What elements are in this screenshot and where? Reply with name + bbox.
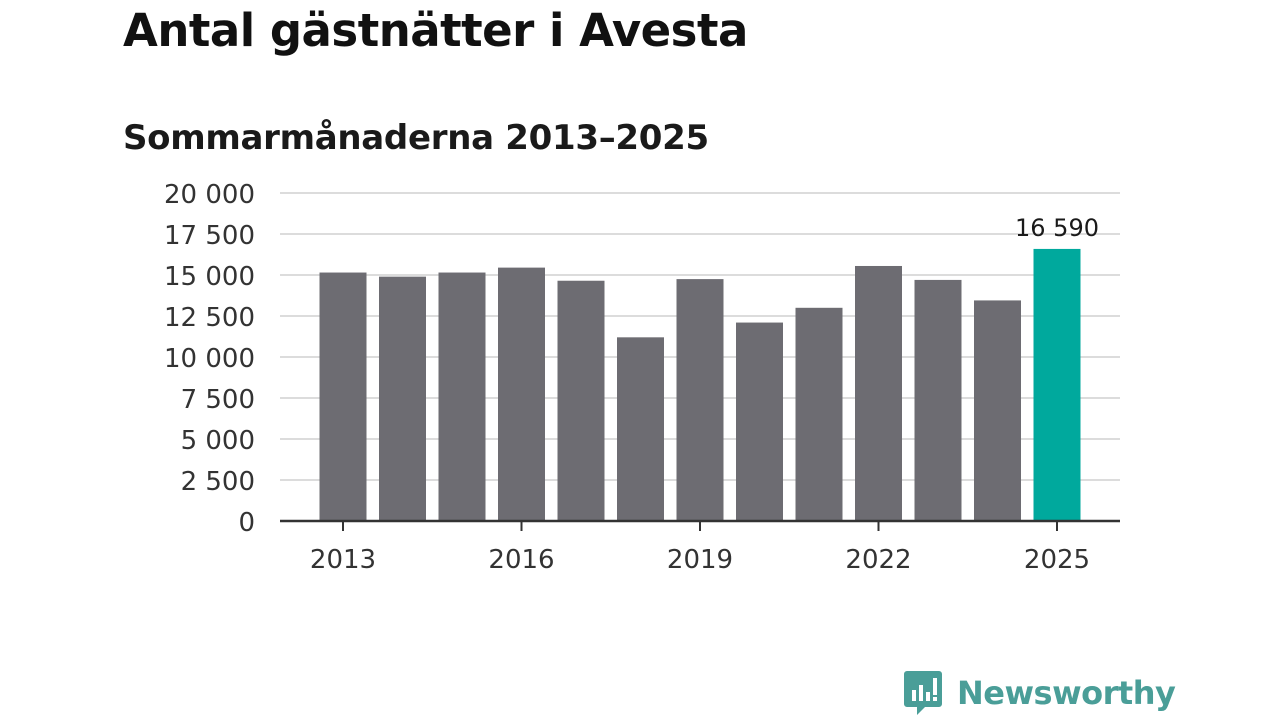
y-tick-label: 12 500 [164,303,255,333]
chart-subtitle: Sommarmånaderna 2013–2025 [123,118,709,158]
newsworthy-logo: Newsworthy [903,670,1176,716]
bar-2013 [319,272,367,521]
x-tick-label: 2022 [845,545,911,575]
x-axis [280,519,1120,531]
bar-2015 [438,272,486,521]
x-tick-label: 2019 [667,545,733,575]
bar-2017 [557,280,605,521]
bar-2020 [736,322,783,521]
x-axis-tick-labels: 2013 2016 2019 2022 2025 [310,545,1090,575]
annotations: 16 590 [1015,214,1099,242]
x-tick-label: 2013 [310,545,376,575]
y-tick-label: 20 000 [164,180,255,210]
bar-2022 [855,265,902,521]
y-tick-label: 7 500 [181,385,255,415]
y-tick-label: 17 500 [164,221,255,251]
x-tick-label: 2025 [1024,545,1090,575]
bar-2016 [498,267,545,521]
y-tick-label: 15 000 [164,262,255,292]
bar-2024 [974,300,1021,521]
data-label-2025: 16 590 [1015,214,1099,242]
bar-2023 [914,279,962,521]
bars [319,248,1081,521]
bar-2025 [1033,248,1081,521]
bar-2014 [379,276,426,521]
y-tick-label: 0 [238,508,255,538]
bar-2021 [795,307,843,521]
x-tick-label: 2016 [488,545,554,575]
y-axis-tick-labels: 0 2 500 5 000 7 500 10 000 12 500 15 000 17 500… [164,180,255,538]
chart-title: Antal gästnätter i Avesta [123,4,748,57]
y-tick-label: 2 500 [181,467,255,497]
brand-name: Newsworthy [957,674,1176,712]
y-tick-label: 10 000 [164,344,255,374]
bar-2018 [617,337,664,521]
y-tick-label: 5 000 [181,426,255,456]
chart-speech-bubble-icon [904,671,942,715]
bar-2019 [676,279,724,521]
